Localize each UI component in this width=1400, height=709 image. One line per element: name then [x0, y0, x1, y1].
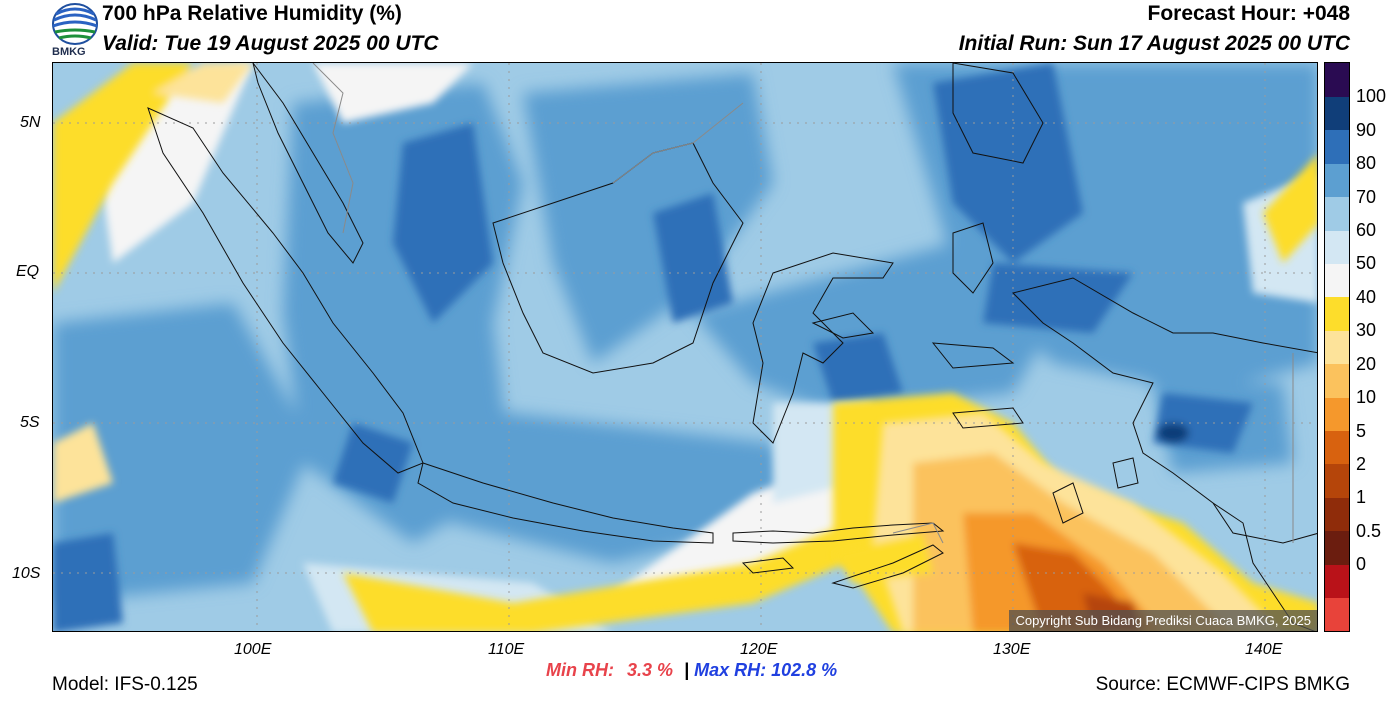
- initial-run: Initial Run: Sun 17 August 2025 00 UTC: [958, 32, 1350, 55]
- lon-label: 110E: [488, 641, 525, 658]
- colorbar-segment: [1325, 63, 1349, 97]
- lat-label: 10S: [12, 565, 41, 582]
- colorbar-segment: [1325, 163, 1349, 198]
- colorbar-label: 1: [1356, 487, 1367, 508]
- forecast-hour: Forecast Hour: +048: [1147, 2, 1351, 25]
- colorbar-label: 5: [1356, 420, 1367, 441]
- min-rh-label: Min RH:: [546, 660, 614, 680]
- map-title: 700 hPa Relative Humidity (%): [102, 2, 402, 25]
- lon-label: 120E: [740, 641, 778, 658]
- lat-label: EQ: [16, 263, 40, 280]
- copyright-notice: Copyright Sub Bidang Prediksi Cuaca BMKG…: [1009, 610, 1317, 631]
- colorbar-label: 2: [1356, 453, 1367, 474]
- colorbar-segment: [1325, 597, 1349, 632]
- lon-label: 140E: [1245, 641, 1283, 658]
- colorbar-segment: [1325, 96, 1349, 131]
- colorbar-segment: [1325, 129, 1349, 164]
- min-rh-value: 3.3 %: [627, 660, 674, 680]
- logo-text: BMKG: [52, 46, 86, 58]
- colorbar-segment: [1325, 530, 1349, 565]
- model-label: Model: IFS-0.125: [52, 674, 198, 695]
- colorbar-segment: [1325, 564, 1349, 599]
- colorbar-segment: [1325, 363, 1349, 398]
- colorbar-label: 90: [1356, 119, 1377, 140]
- lat-label: 5S: [20, 414, 40, 431]
- colorbar-label: 100: [1356, 86, 1387, 107]
- colorbar-segment: [1325, 397, 1349, 432]
- lon-label: 130E: [993, 641, 1031, 658]
- map-gridlines: [53, 63, 1317, 631]
- humidity-map[interactable]: Copyright Sub Bidang Prediksi Cuaca BMKG…: [52, 62, 1318, 632]
- colorbar-label: 10: [1356, 387, 1377, 408]
- max-rh-label: Max RH:: [694, 660, 767, 680]
- bmkg-emblem-icon: [52, 3, 98, 45]
- colorbar-label: 20: [1356, 353, 1377, 374]
- colorbar-label: 60: [1356, 220, 1377, 241]
- colorbar-segment: [1325, 330, 1349, 365]
- colorbar-segment: [1325, 263, 1349, 298]
- colorbar-segment: [1325, 230, 1349, 264]
- colorbar-segment: [1325, 296, 1349, 331]
- colorbar-segment: [1325, 196, 1349, 231]
- valid-time: Valid: Tue 19 August 2025 00 UTC: [102, 32, 439, 55]
- colorbar-segment: [1325, 463, 1349, 498]
- colorbar-label: 30: [1356, 320, 1377, 341]
- colorbar-label: 70: [1356, 186, 1377, 207]
- rh-stats: Min RH: 3.3 % | Max RH: 102.8 %: [546, 660, 837, 681]
- source-label: Source: ECMWF-CIPS BMKG: [1095, 674, 1350, 695]
- colorbar-label: 0: [1356, 554, 1367, 575]
- colorbar-segment: [1325, 497, 1349, 532]
- colorbar-label: 40: [1356, 286, 1377, 307]
- colorbar-label: 80: [1356, 153, 1377, 174]
- colorbar-label: 50: [1356, 253, 1377, 274]
- lon-label: 100E: [234, 641, 272, 658]
- map-canvas: [53, 63, 1317, 631]
- colorbar: [1324, 62, 1350, 632]
- stats-separator: |: [684, 660, 690, 680]
- lat-label: 5N: [20, 114, 41, 131]
- max-rh-value: 102.8 %: [771, 660, 838, 680]
- borders: [312, 63, 1294, 544]
- colorbar-segment: [1325, 430, 1349, 465]
- bmkg-logo: BMKG: [50, 2, 100, 58]
- colorbar-label: 0.5: [1356, 520, 1382, 541]
- coastlines: [147, 63, 1317, 631]
